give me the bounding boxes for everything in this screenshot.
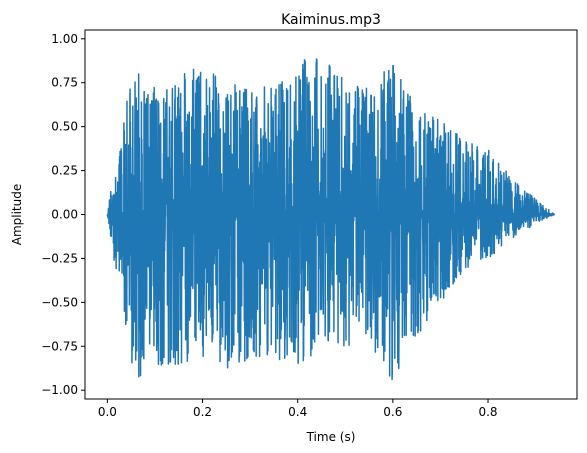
y-tick-label: −0.50 (41, 295, 78, 309)
y-tick-label: −1.00 (41, 383, 78, 397)
y-axis-label: Amplitude (10, 184, 24, 246)
y-tick-label: 0.25 (51, 164, 78, 178)
x-axis-label: Time (s) (306, 430, 356, 444)
chart-title: Kaiminus.mp3 (281, 12, 381, 28)
x-tick-label: 0.6 (383, 405, 402, 419)
x-tick-label: 0.2 (193, 405, 212, 419)
x-tick-label: 0.4 (288, 405, 307, 419)
y-tick-label: −0.25 (41, 251, 78, 265)
x-tick-label: 0.0 (98, 405, 117, 419)
y-tick-label: 0.75 (51, 76, 78, 90)
y-tick-label: 0.00 (51, 208, 78, 222)
y-tick-label: 0.50 (51, 120, 78, 134)
x-tick-label: 0.8 (478, 405, 497, 419)
y-tick-label: −0.75 (41, 339, 78, 353)
y-tick-label: 1.00 (51, 32, 78, 46)
